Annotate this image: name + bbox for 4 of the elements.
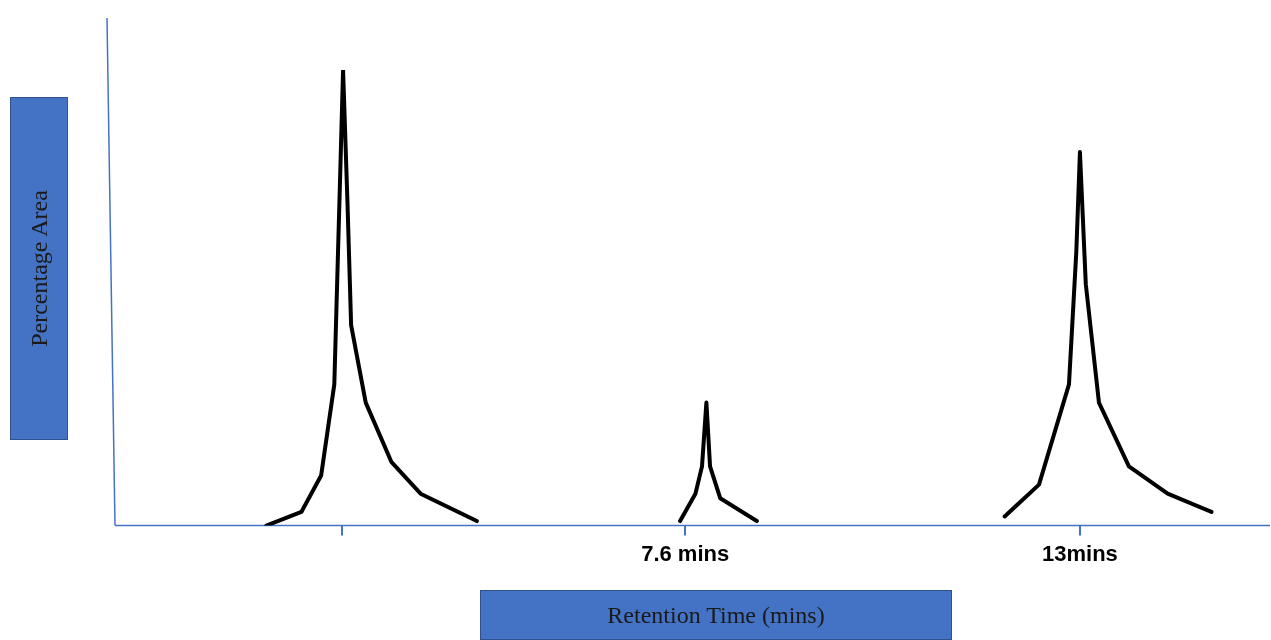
x-tick-label: 7.6 mins: [641, 540, 730, 566]
y-axis-title: Percentage Area: [25, 190, 53, 347]
x-tick-label: 13mins: [1042, 540, 1118, 566]
x-axis-title: Retention Time (mins): [480, 590, 952, 640]
